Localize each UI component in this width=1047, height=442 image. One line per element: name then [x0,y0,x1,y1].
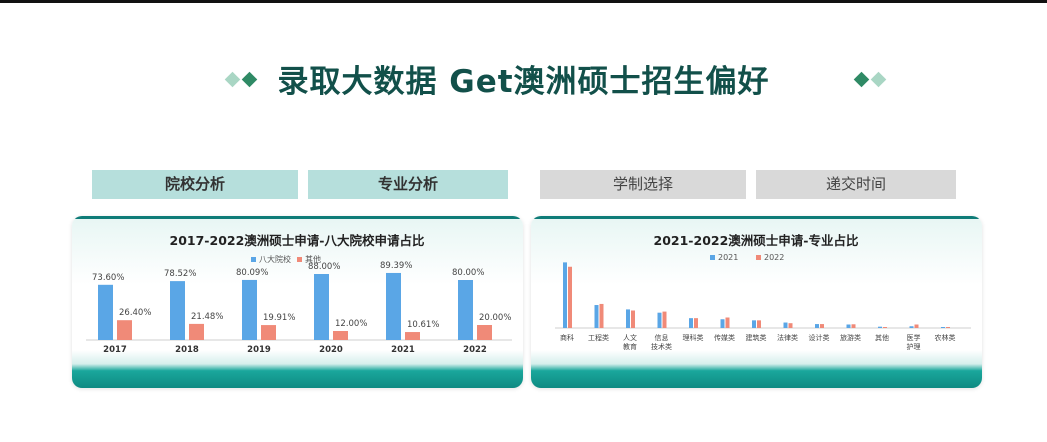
bar-2022 [946,327,950,328]
bar-top8 [170,281,185,340]
data-label: 73.60% [92,273,124,283]
x-tick-label: 技术类 [651,342,672,351]
bar-top8 [98,284,113,340]
bar-2021 [783,322,788,328]
tab-submission-time[interactable]: 递交时间 [756,170,956,199]
legend-swatch [251,257,256,262]
x-tick-label: 2022 [463,345,487,355]
data-label: 78.52% [164,269,196,279]
bar-2022 [851,324,856,328]
bar-2022 [757,320,761,328]
bar-other [189,323,204,340]
bar-2021 [689,318,693,328]
x-tick-label: 护理 [907,342,921,351]
tab-major-analysis[interactable]: 专业分析 [308,170,508,199]
bar-other [477,325,492,340]
x-tick-label: 2019 [247,345,271,355]
bar-2022 [568,266,572,328]
bar-2021 [594,305,599,328]
x-tick-label: 工程类 [588,333,609,342]
x-tick-label: 商科 [560,333,574,342]
major-share-card: 2021-2022澳洲硕士申请-专业占比 2021 2022 商科 工程类 人文 教育 信息技… [531,216,982,388]
bar-2022 [662,311,667,328]
bar-other [261,325,276,340]
x-tick-label: 2021 [391,345,415,355]
bar-2022 [694,318,698,328]
school-share-card: 2017-2022澳洲硕士申请-八大院校申请占比八大院校 其他 73.60% 26.4… [72,216,523,388]
page-title: 录取大数据 Get澳洲硕士招生偏好 [277,64,770,100]
x-tick-label: 2020 [319,345,343,355]
bar-2022 [631,310,635,328]
bar-2021 [878,326,882,328]
x-tick-label: 2017 [103,345,127,355]
bar-2021 [941,327,945,328]
data-label: 80.00% [452,268,484,278]
data-label: 26.40% [119,308,151,318]
bar-2021 [909,326,914,328]
legend-swatch [710,255,715,260]
tab-program-length[interactable]: 学制选择 [540,170,746,199]
tab-school-analysis[interactable]: 院校分析 [92,170,298,199]
bar-2021 [815,324,819,328]
chart-title: 2021-2022澳洲硕士申请-专业占比 [654,233,859,248]
bar-top8 [386,272,401,340]
x-tick-label: 医学 [907,333,921,342]
bar-2022 [725,317,730,328]
legend-swatch [756,255,761,260]
data-label: 12.00% [335,319,367,329]
bar-other [333,331,348,340]
bar-2021 [626,309,630,328]
chart-title: 2017-2022澳洲硕士申请-八大院校申请占比 [170,233,425,248]
data-label: 20.00% [479,313,511,323]
bar-2022 [599,303,604,328]
bar-top8 [242,279,257,340]
x-tick-label: 人文 [623,333,637,342]
bar-2022 [820,324,824,328]
x-tick-label: 理科类 [683,333,704,342]
legend-label: 2022 [764,253,784,262]
x-tick-label: 法律类 [777,333,798,342]
bar-other [117,320,132,340]
bar-2021 [657,312,662,328]
bar-2021 [752,320,756,328]
bar-2022 [883,327,887,328]
data-label: 80.09% [236,268,268,278]
bar-2022 [914,324,919,328]
bar-2021 [846,324,851,328]
x-tick-label: 农林类 [935,333,956,342]
data-label: 21.48% [191,312,223,322]
bar-2021 [720,319,725,328]
x-tick-label: 建筑类 [746,333,767,342]
legend-label: 2021 [718,253,738,262]
bar-top8 [458,280,473,340]
bar-top8 [314,274,329,340]
x-tick-label: 教育 [623,342,637,351]
legend-label: 其他 [305,254,321,264]
data-label: 19.91% [263,313,295,323]
bar-other [405,332,420,340]
x-tick-label: 旅游类 [840,333,861,342]
legend-swatch [297,257,302,262]
legend-label: 八大院校 [259,254,291,264]
x-tick-label: 传媒类 [714,333,735,342]
x-tick-label: 2018 [175,345,199,355]
x-tick-label: 设计类 [809,333,830,342]
x-tick-label: 信息 [655,333,669,342]
data-label: 88.00% [308,262,340,272]
data-label: 10.61% [407,320,439,330]
bar-2022 [788,323,793,328]
x-tick-label: 其他 [875,333,889,342]
bar-2021 [563,262,567,328]
data-label: 89.39% [380,261,412,271]
top-border [0,0,1047,3]
